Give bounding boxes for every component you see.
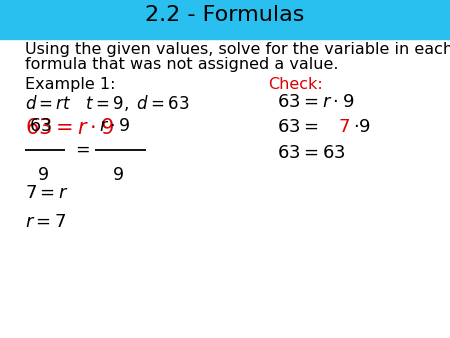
Text: $=$: $=$ — [72, 140, 90, 158]
Text: 2.2 - Formulas: 2.2 - Formulas — [145, 5, 305, 25]
FancyBboxPatch shape — [0, 0, 450, 39]
Text: $d = rt \quad t = 9,\ d = 63$: $d = rt \quad t = 9,\ d = 63$ — [25, 93, 189, 113]
Text: formula that was not assigned a value.: formula that was not assigned a value. — [25, 57, 338, 72]
Text: Check:: Check: — [268, 77, 323, 92]
Text: $7 = r$: $7 = r$ — [25, 184, 69, 202]
Text: Example 1:: Example 1: — [25, 77, 115, 92]
Text: Using the given values, solve for the variable in each: Using the given values, solve for the va… — [25, 42, 450, 57]
Text: $63 = r \cdot 9$: $63 = r \cdot 9$ — [277, 93, 354, 111]
Text: $63$: $63$ — [29, 117, 52, 135]
Text: $r \cdot 9$: $r \cdot 9$ — [99, 117, 130, 135]
Text: $9$: $9$ — [37, 166, 49, 184]
Text: $63 = r \cdot 9$: $63 = r \cdot 9$ — [25, 118, 114, 138]
Text: $63 = 63$: $63 = 63$ — [277, 144, 345, 162]
Text: $r = 7$: $r = 7$ — [25, 213, 66, 231]
Text: $7$: $7$ — [338, 118, 350, 136]
Text: $\cdot 9$: $\cdot 9$ — [353, 118, 371, 136]
Text: $9$: $9$ — [112, 166, 124, 184]
Text: $63 = $: $63 = $ — [277, 118, 318, 136]
